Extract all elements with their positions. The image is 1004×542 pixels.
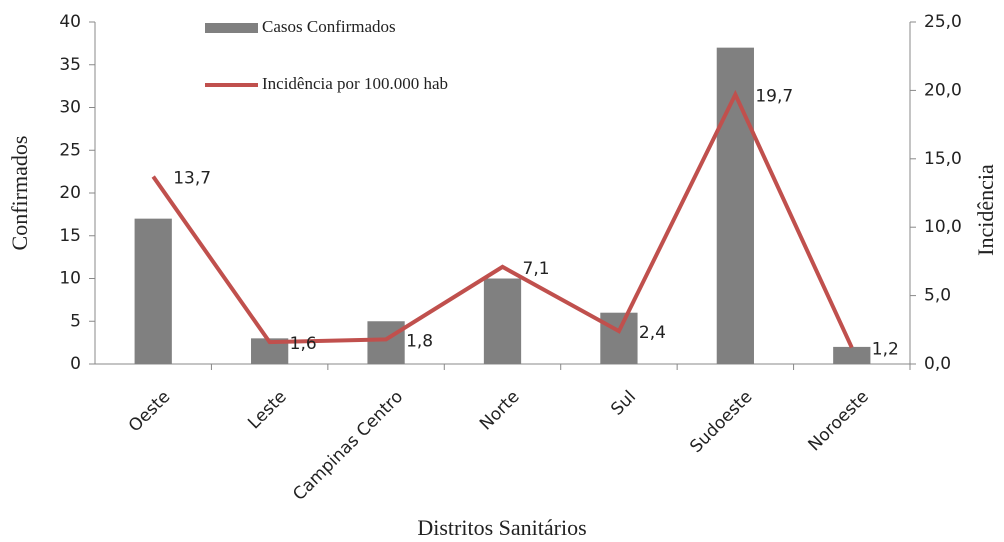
- y-axis-title: Confirmados: [7, 136, 32, 251]
- x-tick-label: Oeste: [125, 387, 174, 436]
- data-label: 2,4: [639, 323, 666, 343]
- y-tick-label: 0: [70, 354, 81, 374]
- x-axis-title: Distritos Sanitários: [417, 515, 586, 540]
- y-tick-label: 5: [70, 311, 81, 331]
- y-tick-label: 40: [59, 12, 81, 32]
- legend-label: Casos Confirmados: [262, 17, 396, 36]
- y2-tick-label: 15,0: [924, 149, 962, 169]
- data-label: 19,7: [755, 87, 793, 107]
- bar: [600, 312, 638, 364]
- bar: [833, 346, 871, 364]
- x-tick-label: Leste: [244, 387, 290, 433]
- y-tick-label: 35: [59, 55, 81, 75]
- x-tick-label: Noroeste: [805, 387, 873, 455]
- y2-tick-label: 25,0: [924, 12, 962, 32]
- y-tick-label: 10: [59, 269, 81, 289]
- data-label: 13,7: [173, 169, 211, 189]
- bar: [716, 47, 754, 365]
- y2-tick-label: 5,0: [924, 286, 951, 306]
- data-label: 1,2: [872, 340, 899, 360]
- x-tick-label: Campinas Centro: [289, 387, 407, 505]
- legend-swatch: [205, 23, 258, 33]
- y-tick-label: 20: [59, 183, 81, 203]
- y2-tick-label: 0,0: [924, 354, 951, 374]
- y2-tick-label: 10,0: [924, 217, 962, 237]
- bar: [483, 278, 522, 364]
- x-tick-label: Norte: [476, 387, 524, 435]
- legend-label: Incidência por 100.000 hab: [262, 74, 448, 93]
- x-tick-label: Sudoeste: [686, 387, 756, 457]
- data-label: 1,8: [406, 331, 433, 351]
- bar: [367, 321, 405, 364]
- y2-tick-label: 20,0: [924, 80, 962, 100]
- y-tick-label: 30: [59, 98, 81, 118]
- y2-axis-title: Incidência: [973, 164, 998, 256]
- y-tick-label: 15: [59, 226, 81, 246]
- line: [151, 89, 854, 349]
- data-label: 1,6: [290, 334, 317, 354]
- x-tick-label: Sul: [607, 387, 640, 420]
- data-label: 7,1: [523, 259, 550, 279]
- y-tick-label: 25: [59, 140, 81, 160]
- bar: [134, 218, 172, 364]
